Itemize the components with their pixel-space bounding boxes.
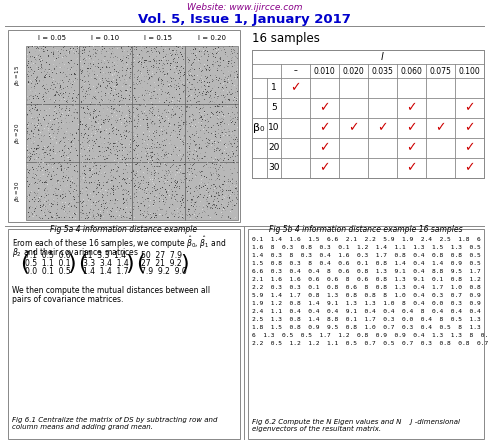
Text: $\beta_0=15$: $\beta_0=15$ <box>13 64 21 86</box>
Text: 1.6  8  0.3  0.8  0.3  0.1  1.2  1.4  1.1  1.3  1.5  1.3  0.5  1.3: 1.6 8 0.3 0.8 0.3 0.1 1.2 1.4 1.1 1.3 1.… <box>251 245 488 250</box>
Text: β₀: β₀ <box>253 123 264 133</box>
Text: ✓: ✓ <box>347 122 358 135</box>
Text: 1.4  1.4  1.7: 1.4 1.4 1.7 <box>83 267 128 277</box>
Text: ✓: ✓ <box>406 102 416 115</box>
Text: pairs of covariance matrices.: pairs of covariance matrices. <box>12 295 123 304</box>
Text: Fig 6.1 Centralize the matrix of DS by subtracting row and
column means and addi: Fig 6.1 Centralize the matrix of DS by s… <box>12 417 217 430</box>
Text: 0.035: 0.035 <box>371 67 393 75</box>
Text: Fig 5b 4 information distance example 16 samples: Fig 5b 4 information distance example 16… <box>268 225 462 234</box>
Text: 2.5  1.3  0.8  1.4  8.8  0.1  1.7  0.3  0.0  0.4  8  0.5  1.3  0.8: 2.5 1.3 0.8 1.4 8.8 0.1 1.7 0.3 0.0 0.4 … <box>251 317 488 322</box>
Text: 7.1  0.5  0.0: 7.1 0.5 0.0 <box>25 251 71 261</box>
Bar <box>184 162 238 220</box>
Text: ✓: ✓ <box>319 102 329 115</box>
Text: ✓: ✓ <box>406 162 416 174</box>
Text: ✓: ✓ <box>406 122 416 135</box>
Text: 5.9  1.4  1.7  0.8  1.3  0.8  0.8  8  1.0  0.4  0.3  0.7  0.9  0.5: 5.9 1.4 1.7 0.8 1.3 0.8 0.8 8 1.0 0.4 0.… <box>251 293 488 298</box>
Text: 11  3.3  1.4: 11 3.3 1.4 <box>83 251 126 261</box>
Text: 1: 1 <box>270 83 276 92</box>
Text: ✓: ✓ <box>319 162 329 174</box>
Bar <box>79 104 132 162</box>
Text: From each of these 16 samples, we compute $\hat{\beta}_0$, $\hat{\beta}_1$ and: From each of these 16 samples, we comput… <box>12 235 226 251</box>
Text: Vol. 5, Issue 1, January 2017: Vol. 5, Issue 1, January 2017 <box>138 13 350 26</box>
Text: 27  21  9.2: 27 21 9.2 <box>141 259 181 269</box>
Text: 10: 10 <box>267 123 279 132</box>
Text: ✓: ✓ <box>319 122 329 135</box>
Text: ✓: ✓ <box>434 122 445 135</box>
Text: 2.1  1.6  1.6  0.6  0.6  8  0.6  0.8  1.3  9.1  0.1  0.8  1.2  0.5: 2.1 1.6 1.6 0.6 0.6 8 0.6 0.8 1.3 9.1 0.… <box>251 277 488 282</box>
Bar <box>251 50 483 178</box>
Bar <box>184 104 238 162</box>
Text: Website: www.ijircce.com: Website: www.ijircce.com <box>186 3 302 12</box>
Text: 1.4  0.3  8  0.3  0.4  1.6  0.3  1.7  0.8  0.4  0.8  0.8  0.5  1.2: 1.4 0.3 8 0.3 0.4 1.6 0.3 1.7 0.8 0.4 0.… <box>251 253 488 258</box>
Text: Fig 5a 4 information distance example: Fig 5a 4 information distance example <box>50 225 197 234</box>
Text: 0.100: 0.100 <box>458 67 479 75</box>
Text: 2.2  0.3  0.3  0.1  0.8  0.6  8  0.8  1.3  0.4  1.7  1.0  0.8  0.7: 2.2 0.3 0.3 0.1 0.8 0.6 8 0.8 1.3 0.4 1.… <box>251 285 488 290</box>
Text: –: – <box>293 67 297 75</box>
Text: 2.2  0.5  1.2  1.2  1.1  0.5  0.7  0.5  0.7  0.3  0.8  0.8  0.7  8: 2.2 0.5 1.2 1.2 1.1 0.5 0.7 0.5 0.7 0.3 … <box>251 341 488 346</box>
Text: ✓: ✓ <box>463 142 474 155</box>
Bar <box>132 162 184 220</box>
Text: 50  27  7.9: 50 27 7.9 <box>141 251 182 261</box>
Text: (: ( <box>20 254 29 274</box>
Bar <box>26 162 79 220</box>
Bar <box>26 104 79 162</box>
Text: ✓: ✓ <box>406 142 416 155</box>
Text: 0.075: 0.075 <box>428 67 450 75</box>
Text: We then compute the mutual distances between all: We then compute the mutual distances bet… <box>12 286 210 295</box>
Text: 0.020: 0.020 <box>342 67 364 75</box>
Bar <box>247 229 483 439</box>
Text: 1.9  1.2  0.8  1.4  9.1  1.3  1.3  1.0  8  0.4  0.0  0.3  0.9  0.7: 1.9 1.2 0.8 1.4 9.1 1.3 1.3 1.0 8 0.4 0.… <box>251 301 488 306</box>
Text: $\hat{\beta}_2$ and their covariance matrices: $\hat{\beta}_2$ and their covariance mat… <box>12 244 139 261</box>
Text: 0.060: 0.060 <box>400 67 422 75</box>
Text: 20: 20 <box>267 143 279 152</box>
Bar <box>184 46 238 104</box>
Bar <box>8 30 240 222</box>
Bar <box>8 229 240 439</box>
Text: ✓: ✓ <box>319 142 329 155</box>
Text: 7.9  9.2  9.0: 7.9 9.2 9.0 <box>141 267 186 277</box>
Text: $\beta_0=20$: $\beta_0=20$ <box>13 122 21 144</box>
Bar <box>26 46 79 104</box>
Text: 30: 30 <box>267 163 279 173</box>
Text: 16 samples: 16 samples <box>251 32 319 45</box>
Text: Fig 6.2 Compute the N Eigen values and N    J -dimensional
eigenvectors of the r: Fig 6.2 Compute the N Eigen values and N… <box>251 419 459 432</box>
Text: ): ) <box>180 254 188 274</box>
Text: ✓: ✓ <box>376 122 387 135</box>
Text: ✓: ✓ <box>463 162 474 174</box>
Text: ✓: ✓ <box>463 102 474 115</box>
Text: l = 0.20: l = 0.20 <box>197 35 225 41</box>
Bar <box>79 162 132 220</box>
Text: 6.6  0.3  0.4  0.4  8  0.6  0.8  1.3  9.1  0.4  8.8  9.5  1.7  1.1: 6.6 0.3 0.4 0.4 8 0.6 0.8 1.3 9.1 0.4 8.… <box>251 269 488 274</box>
Text: 3.3  3.4  1.4: 3.3 3.4 1.4 <box>83 259 128 269</box>
Text: 1.5  0.8  0.3  8  0.4  0.6  0.1  0.8  1.4  0.4  1.4  0.9  0.5  1.2: 1.5 0.8 0.3 8 0.4 0.6 0.1 0.8 1.4 0.4 1.… <box>251 261 488 266</box>
Text: $\beta_0=30$: $\beta_0=30$ <box>13 180 21 202</box>
Text: ): ) <box>125 254 133 274</box>
Text: l = 0.15: l = 0.15 <box>144 35 172 41</box>
Text: 0.0  0.1  0.5: 0.0 0.1 0.5 <box>25 267 71 277</box>
Bar <box>79 46 132 104</box>
Text: ): ) <box>67 254 76 274</box>
Text: l = 0.05: l = 0.05 <box>39 35 66 41</box>
Text: 2.4  1.1  0.4  0.4  0.4  9.1  0.4  0.4  0.4  8  0.4  0.4  0.4  0.3: 2.4 1.1 0.4 0.4 0.4 9.1 0.4 0.4 0.4 8 0.… <box>251 309 488 314</box>
Text: 0.5  1.1  0.1: 0.5 1.1 0.1 <box>25 259 70 269</box>
Text: 5: 5 <box>270 103 276 112</box>
Text: 0.1  1.4  1.6  1.5  6.6  2.1  2.2  5.9  1.9  2.4  2.5  1.8  6  2.2: 0.1 1.4 1.6 1.5 6.6 2.1 2.2 5.9 1.9 2.4 … <box>251 237 488 242</box>
Text: l: l <box>380 52 383 62</box>
Text: 1.8  1.5  0.8  0.9  9.5  0.8  1.0  0.7  0.3  0.4  0.5  8  1.3  0.8: 1.8 1.5 0.8 0.9 9.5 0.8 1.0 0.7 0.3 0.4 … <box>251 325 488 330</box>
Bar <box>132 46 184 104</box>
Text: (: ( <box>136 254 144 274</box>
Bar <box>132 104 184 162</box>
Text: 0.010: 0.010 <box>313 67 335 75</box>
Text: 6  1.3  0.5  0.5  1.7  1.2  0.8  0.9  0.9  0.4  1.3  1.3  8  0.7: 6 1.3 0.5 0.5 1.7 1.2 0.8 0.9 0.9 0.4 1.… <box>251 333 488 338</box>
Text: ✓: ✓ <box>290 82 300 95</box>
Text: (: ( <box>78 254 86 274</box>
Text: l = 0.10: l = 0.10 <box>91 35 120 41</box>
Text: ✓: ✓ <box>463 122 474 135</box>
